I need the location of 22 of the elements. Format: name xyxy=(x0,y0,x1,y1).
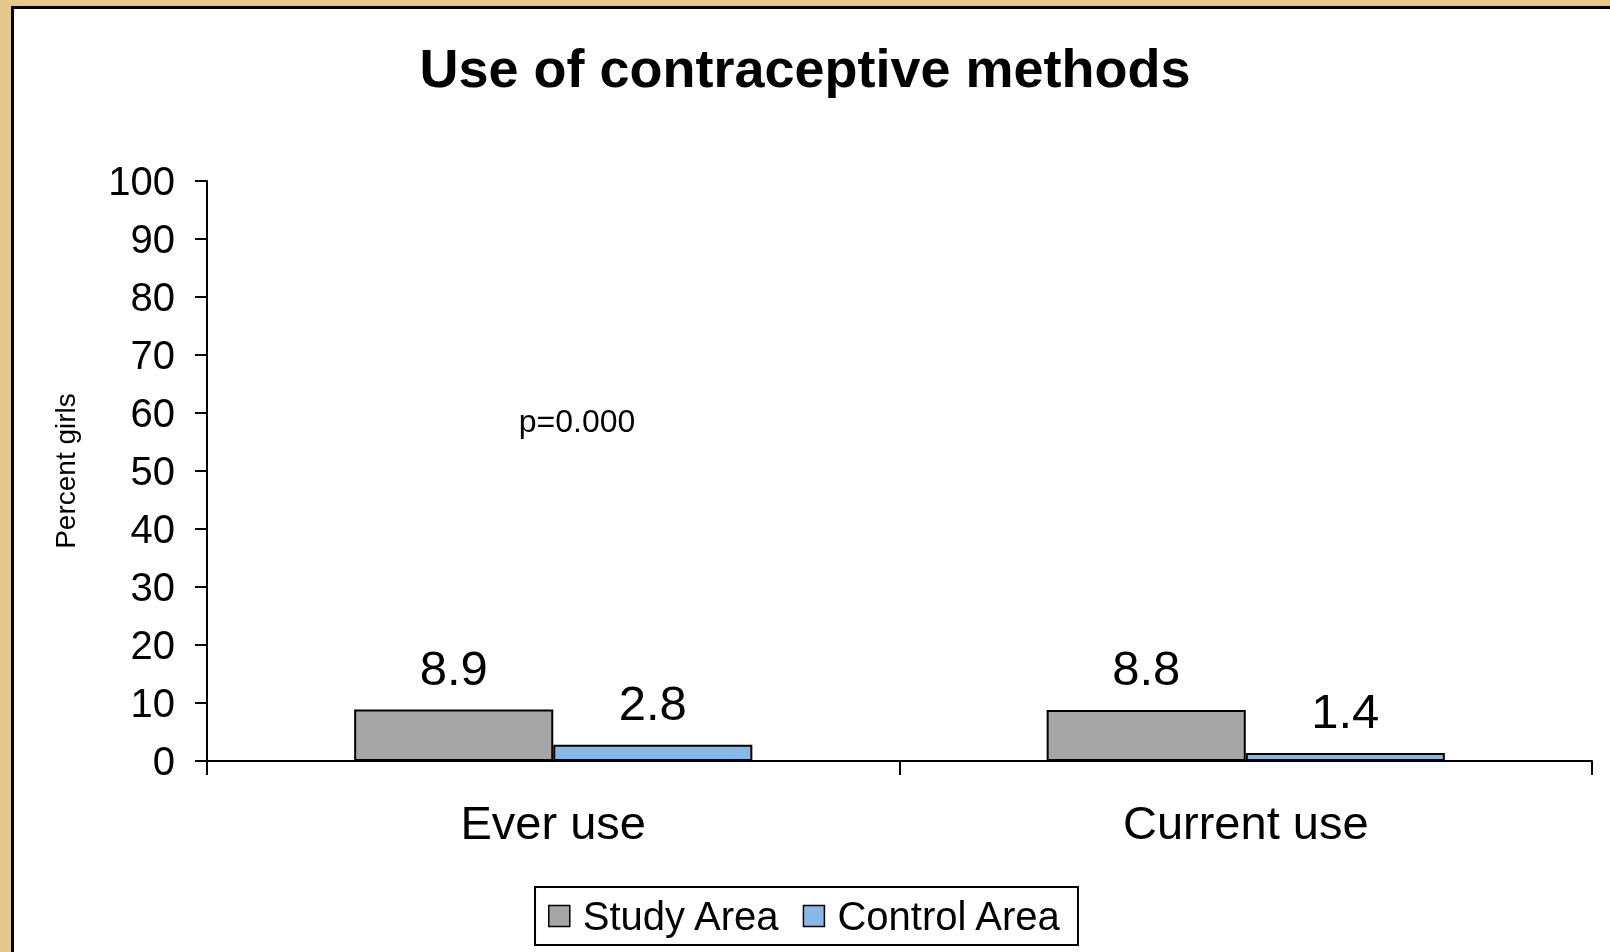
y-tick-label: 50 xyxy=(130,449,175,493)
data-label: 1.4 xyxy=(1311,684,1380,739)
y-tick-label: 80 xyxy=(130,275,175,319)
data-label: 8.9 xyxy=(419,640,488,695)
y-axis-title: Percent girls xyxy=(49,393,81,549)
annotation: p=0.000 xyxy=(518,403,636,439)
chart-title: Use of contraceptive methods xyxy=(419,38,1191,98)
y-tick-label: 70 xyxy=(130,333,175,377)
x-tick-label: Ever use xyxy=(460,796,646,849)
data-label: 8.8 xyxy=(1112,641,1181,696)
legend-label: Control Area xyxy=(837,894,1061,938)
legend-label: Study Area xyxy=(582,894,780,938)
y-tick-label: 0 xyxy=(152,739,175,783)
y-tick-label: 10 xyxy=(130,681,175,725)
y-tick-label: 100 xyxy=(108,159,175,203)
x-tick-label: Current use xyxy=(1122,796,1369,849)
y-tick-label: 30 xyxy=(130,565,175,609)
y-tick-label: 90 xyxy=(130,217,175,261)
y-tick-label: 60 xyxy=(130,391,175,435)
y-tick-label: 20 xyxy=(130,623,175,667)
data-label: 2.8 xyxy=(618,676,687,731)
y-tick-label: 40 xyxy=(130,507,175,551)
